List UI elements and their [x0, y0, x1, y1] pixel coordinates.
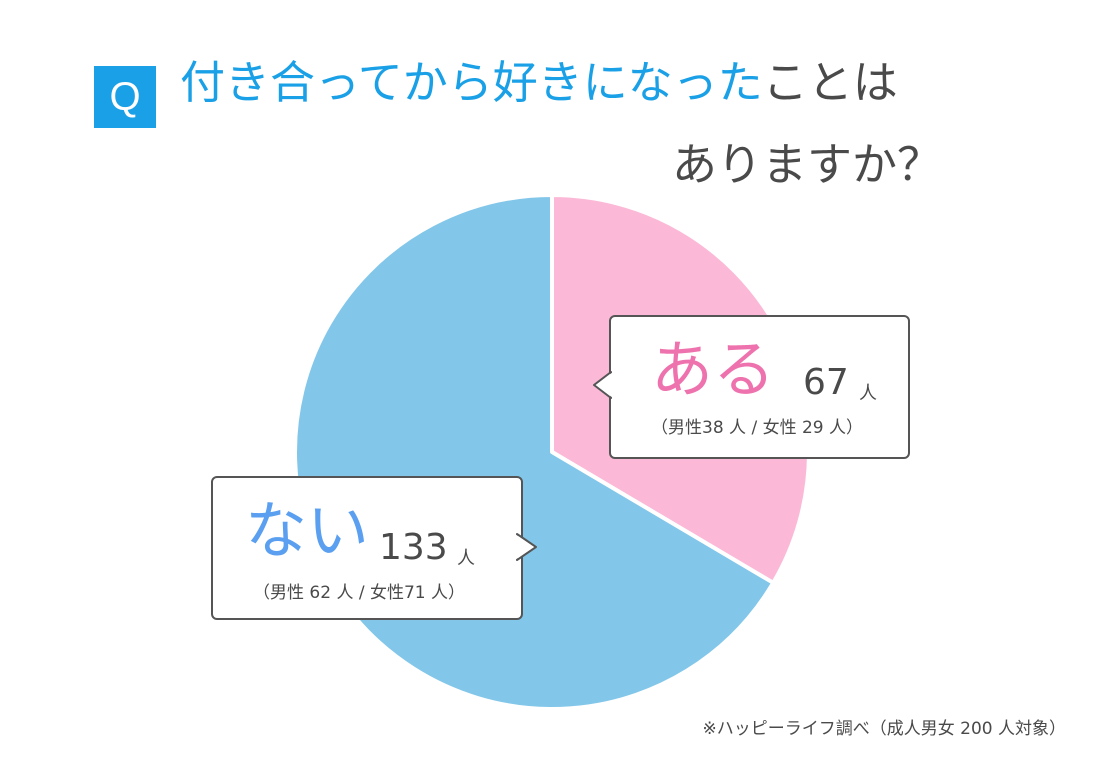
slice-label-yes: ある: [651, 333, 776, 406]
title-blue-part: 付き合ってから好きになった: [180, 56, 763, 109]
chart-title: 付き合ってから好きになったことは: [180, 60, 1010, 105]
slice-label-no: ない: [245, 494, 370, 567]
slice-value-yes: 67: [803, 362, 849, 403]
slice-unit-no: 人: [457, 548, 475, 569]
source-note: ※ハッピーライフ調べ（成人男女 200 人対象）: [702, 719, 1067, 739]
slice-value-no: 133: [379, 527, 448, 568]
callout-pointer-no-mask: [515, 534, 534, 560]
callout-no: ない 133 人 （男性 62 人 / 女性71 人）: [211, 476, 523, 620]
slice-unit-yes: 人: [859, 383, 877, 404]
slice-detail-no: （男性 62 人 / 女性71 人）: [253, 583, 466, 603]
slice-detail-yes: （男性38 人 / 女性 29 人）: [651, 418, 864, 438]
callout-yes: ある 67 人 （男性38 人 / 女性 29 人）: [609, 315, 910, 459]
question-badge: Q: [94, 66, 156, 128]
chart-title-line2: ありますか？: [672, 138, 943, 191]
title-gray-part: ことは: [762, 56, 898, 109]
callout-pointer-yes-mask: [596, 372, 613, 398]
